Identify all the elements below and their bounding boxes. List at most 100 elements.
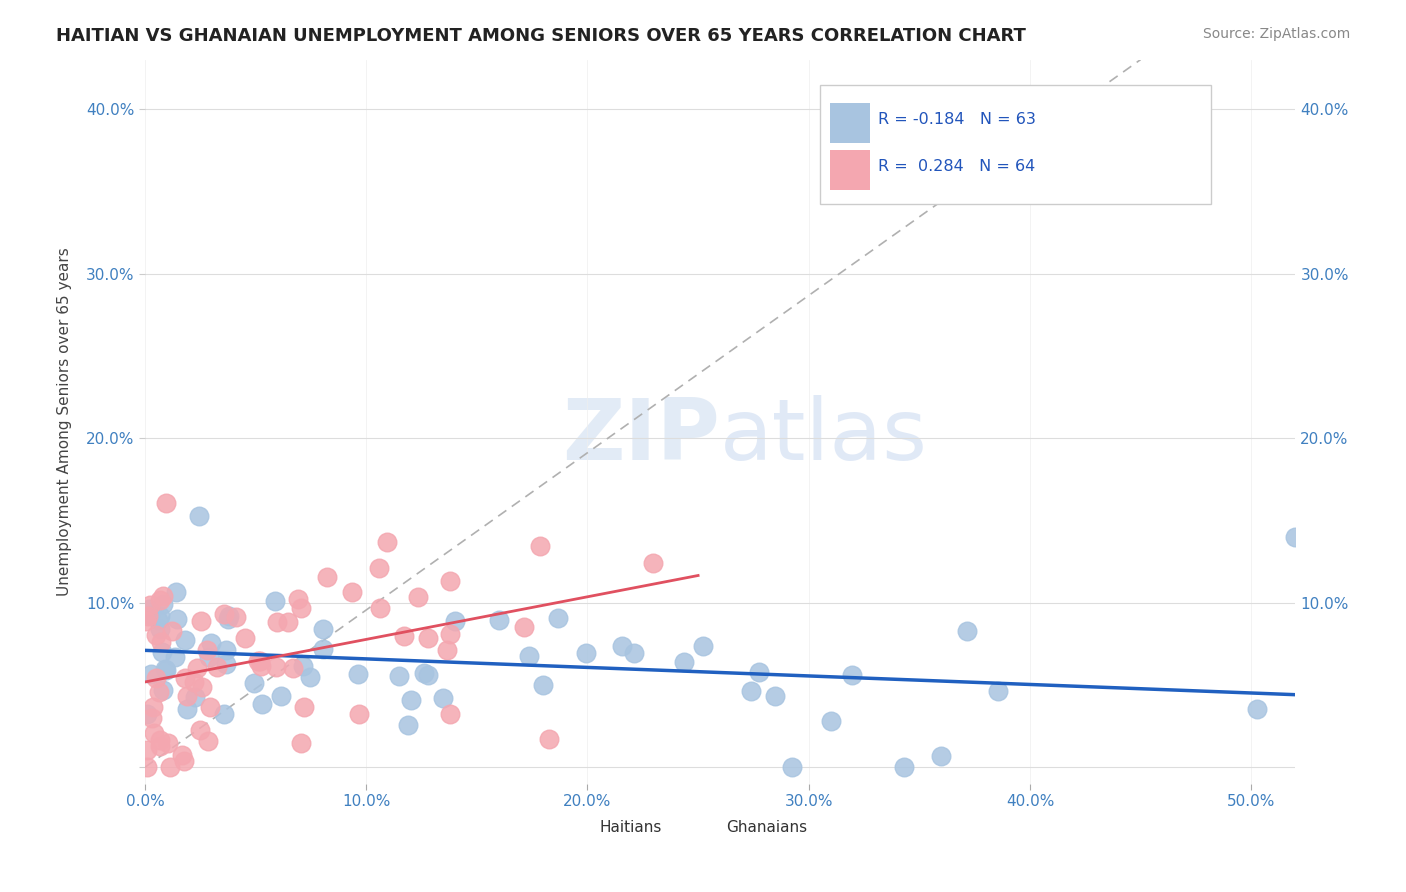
Point xyxy=(215,657,238,672)
FancyBboxPatch shape xyxy=(820,85,1212,204)
Point xyxy=(250,697,273,711)
Point xyxy=(153,662,176,676)
Point xyxy=(538,731,561,746)
Point xyxy=(763,690,786,704)
Point xyxy=(149,739,172,753)
Point xyxy=(217,611,239,625)
Point xyxy=(740,684,762,698)
Point xyxy=(287,592,309,607)
Text: R = -0.184   N = 63: R = -0.184 N = 63 xyxy=(877,112,1036,128)
Point xyxy=(531,678,554,692)
Point xyxy=(388,669,411,683)
Point xyxy=(513,620,536,634)
Point xyxy=(214,607,236,622)
Point xyxy=(368,561,391,575)
Point xyxy=(347,707,370,722)
Point xyxy=(290,736,312,750)
Text: HAITIAN VS GHANAIAN UNEMPLOYMENT AMONG SENIORS OVER 65 YEARS CORRELATION CHART: HAITIAN VS GHANAIAN UNEMPLOYMENT AMONG S… xyxy=(56,27,1026,45)
Point xyxy=(149,609,172,624)
Point xyxy=(375,535,398,549)
Text: Ghanaians: Ghanaians xyxy=(725,820,807,835)
Point xyxy=(246,655,269,669)
Point xyxy=(172,748,194,763)
FancyBboxPatch shape xyxy=(686,813,714,842)
Point xyxy=(155,663,177,677)
Point xyxy=(547,611,569,625)
Point xyxy=(145,628,167,642)
Point xyxy=(190,614,212,628)
Point xyxy=(165,585,187,599)
Point xyxy=(270,689,292,703)
Point xyxy=(215,643,238,657)
Point xyxy=(200,636,222,650)
Point xyxy=(277,615,299,630)
Point xyxy=(138,602,160,616)
Point xyxy=(139,598,162,612)
Point xyxy=(312,622,335,636)
Point xyxy=(166,612,188,626)
Point xyxy=(150,634,173,648)
Point xyxy=(176,702,198,716)
Point xyxy=(292,700,315,714)
Point xyxy=(187,508,209,523)
Point xyxy=(281,661,304,675)
Point xyxy=(575,646,598,660)
Point xyxy=(519,649,541,664)
Point xyxy=(152,682,174,697)
Point xyxy=(176,689,198,703)
Point xyxy=(159,760,181,774)
Point xyxy=(142,726,165,740)
Point xyxy=(529,539,551,553)
Y-axis label: Unemployment Among Seniors over 65 years: Unemployment Among Seniors over 65 years xyxy=(58,247,72,596)
Point xyxy=(188,723,211,737)
Point xyxy=(290,601,312,615)
Point xyxy=(444,614,467,628)
Point xyxy=(820,714,842,729)
Point xyxy=(149,733,172,747)
Point xyxy=(1246,701,1268,715)
Point xyxy=(748,665,770,680)
Point xyxy=(218,608,240,623)
Point xyxy=(136,743,159,757)
Point xyxy=(392,629,415,643)
Point xyxy=(987,684,1010,698)
Text: Haitians: Haitians xyxy=(599,820,662,835)
Point xyxy=(416,668,439,682)
Point xyxy=(173,754,195,768)
Point xyxy=(157,736,180,750)
Point xyxy=(205,660,228,674)
FancyBboxPatch shape xyxy=(830,103,870,143)
Point xyxy=(1284,530,1306,544)
Point xyxy=(439,627,461,641)
Point xyxy=(160,624,183,638)
Point xyxy=(929,749,952,764)
Point xyxy=(214,706,236,721)
Point xyxy=(135,614,157,628)
FancyBboxPatch shape xyxy=(560,813,588,842)
Point xyxy=(610,639,633,653)
Point xyxy=(243,675,266,690)
Point xyxy=(439,574,461,588)
Point xyxy=(186,660,208,674)
Point xyxy=(401,693,423,707)
Point xyxy=(623,646,645,660)
Point xyxy=(195,643,218,657)
Point xyxy=(692,640,714,654)
Point xyxy=(893,760,915,774)
Point xyxy=(408,590,430,604)
Point xyxy=(418,631,440,645)
Point xyxy=(225,610,247,624)
Point xyxy=(316,570,339,584)
Point xyxy=(312,642,335,657)
Point xyxy=(148,613,170,627)
Point xyxy=(173,671,195,685)
Point xyxy=(141,711,163,725)
Point xyxy=(150,645,173,659)
Point xyxy=(368,601,391,615)
Point xyxy=(136,608,159,623)
FancyBboxPatch shape xyxy=(830,150,870,190)
Text: ZIP: ZIP xyxy=(562,394,720,477)
Point xyxy=(250,659,273,673)
Point xyxy=(142,699,165,714)
Point xyxy=(184,690,207,704)
